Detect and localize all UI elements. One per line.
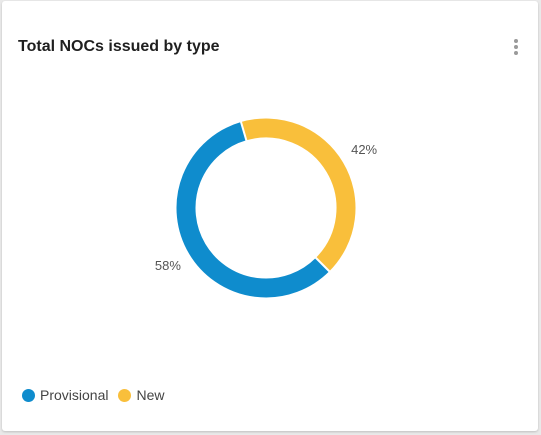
legend-item-new[interactable]: New: [118, 387, 165, 403]
slice-separator: [314, 256, 331, 273]
menu-dot: [514, 39, 518, 43]
chart-card: Total NOCs issued by type 58% 42% Provisi…: [2, 1, 538, 431]
slice-labels: 58% 42%: [155, 142, 378, 273]
donut-chart: 58% 42%: [155, 118, 378, 298]
slice-separator: [239, 120, 248, 142]
donut-slices: [176, 118, 356, 298]
legend-item-provisional[interactable]: Provisional: [22, 387, 108, 403]
legend-label-new: New: [136, 387, 165, 403]
menu-dot: [514, 51, 518, 55]
more-options-icon[interactable]: [509, 37, 523, 57]
data-label-new: 42%: [351, 142, 377, 157]
chart-title: Total NOCs issued by type: [18, 38, 220, 55]
legend-swatch-new: [118, 388, 132, 402]
menu-dot: [514, 45, 518, 49]
donut-slice-new[interactable]: [241, 118, 356, 272]
legend-label-provisional: Provisional: [40, 387, 109, 403]
legend-swatch-provisional: [22, 388, 35, 402]
chart-legend: Provisional New: [22, 387, 175, 403]
data-label-provisional: 58%: [155, 258, 181, 273]
donut-slice-provisional[interactable]: [176, 122, 330, 298]
